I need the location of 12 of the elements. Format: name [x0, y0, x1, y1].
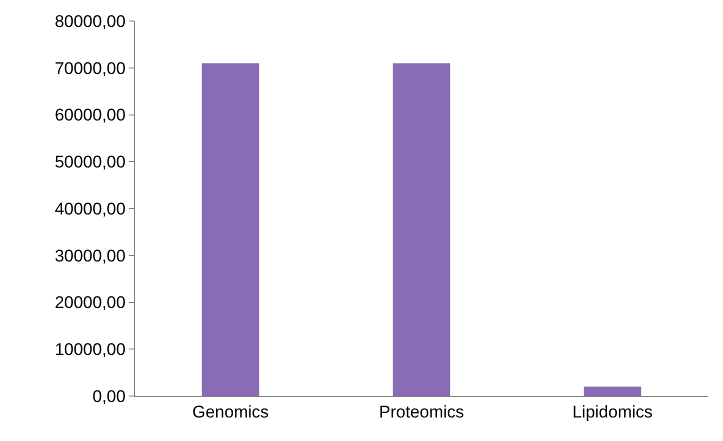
y-tick-label: 80000,00 — [54, 12, 126, 31]
y-tick-label: 60000,00 — [54, 106, 126, 125]
y-tick-label: 10000,00 — [54, 340, 126, 360]
x-tick-label: Proteomics — [378, 402, 464, 422]
y-tick-label: 20000,00 — [54, 293, 126, 312]
y-tick-label: 0,00 — [92, 386, 126, 406]
x-tick-label: Lipidomics — [572, 402, 653, 422]
y-tick-label: 40000,00 — [54, 199, 126, 218]
y-tick-label: 50000,00 — [54, 152, 126, 172]
y-tick-label: 70000,00 — [54, 58, 126, 78]
x-tick-label: Genomics — [192, 402, 269, 422]
y-tick-label: 30000,00 — [54, 246, 126, 266]
